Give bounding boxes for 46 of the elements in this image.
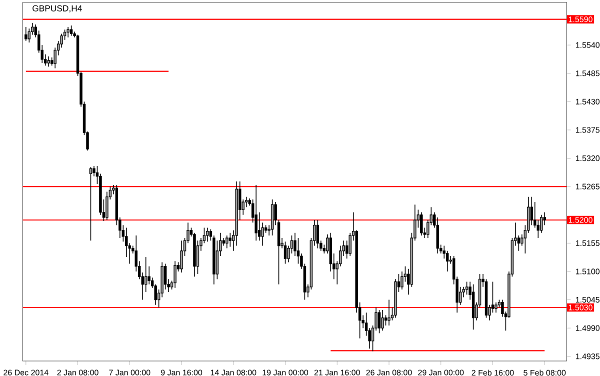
y-tick-label: 1.5100 <box>576 268 600 274</box>
x-tick-label: 26 Jan 08:00 <box>366 370 412 376</box>
y-tick-label: 1.5540 <box>576 42 600 48</box>
candlestick <box>226 235 228 249</box>
y-tick-label: 1.5375 <box>576 127 600 133</box>
x-tick-label: 14 Jan 08:00 <box>210 370 256 376</box>
candlestick <box>465 281 468 296</box>
candlestick <box>24 26 28 42</box>
y-tick-label: 1.5155 <box>576 240 600 246</box>
candlestick <box>180 240 183 273</box>
x-tick-label: 7 Jan 00:00 <box>109 370 150 376</box>
x-tick-label: 5 Feb 08:00 <box>524 370 566 376</box>
candlestick <box>284 241 287 264</box>
y-tick-label: 1.5045 <box>576 296 600 303</box>
y-tick-label: 1.5430 <box>576 98 600 104</box>
x-tick-label: 29 Jan 00:00 <box>418 370 464 376</box>
y-tick-label: 1.5485 <box>576 70 600 76</box>
x-tick-label: 21 Jan 16:00 <box>314 370 360 376</box>
candlestick <box>388 299 390 326</box>
ref-line-label: 1.5200 <box>568 217 592 223</box>
ref-line-label: 1.5590 <box>568 16 592 22</box>
x-tick-label: 19 Jan 00:00 <box>262 370 308 376</box>
candlestick <box>66 26 70 38</box>
candlestick <box>494 302 498 314</box>
y-tick-label: 1.5320 <box>576 155 600 162</box>
candlestick <box>174 260 176 288</box>
chart-title: GBPUSD,H4 <box>32 5 82 12</box>
candlestick <box>148 266 150 285</box>
candlestick <box>47 56 50 68</box>
candlestick <box>228 232 232 248</box>
y-tick-label: 1.4990 <box>576 325 600 331</box>
candlestick <box>89 166 92 241</box>
candlestick <box>206 227 209 242</box>
y-tick-label: 1.5265 <box>576 184 600 190</box>
ref-line-label: 1.5030 <box>568 304 592 310</box>
x-tick-label: 2 Feb 16:00 <box>472 370 514 376</box>
candlestick <box>316 220 320 249</box>
candlestick <box>381 310 384 332</box>
x-tick-label: 2 Jan 08:00 <box>57 370 98 376</box>
candlestick <box>164 263 167 290</box>
candlestick <box>254 184 258 241</box>
candlestick <box>420 212 423 236</box>
y-tick-label: 1.4935 <box>576 354 600 360</box>
x-tick-label: 26 Dec 2014 <box>4 370 48 376</box>
candlestick <box>378 310 381 334</box>
x-tick-label: 9 Jan 16:00 <box>160 370 202 376</box>
